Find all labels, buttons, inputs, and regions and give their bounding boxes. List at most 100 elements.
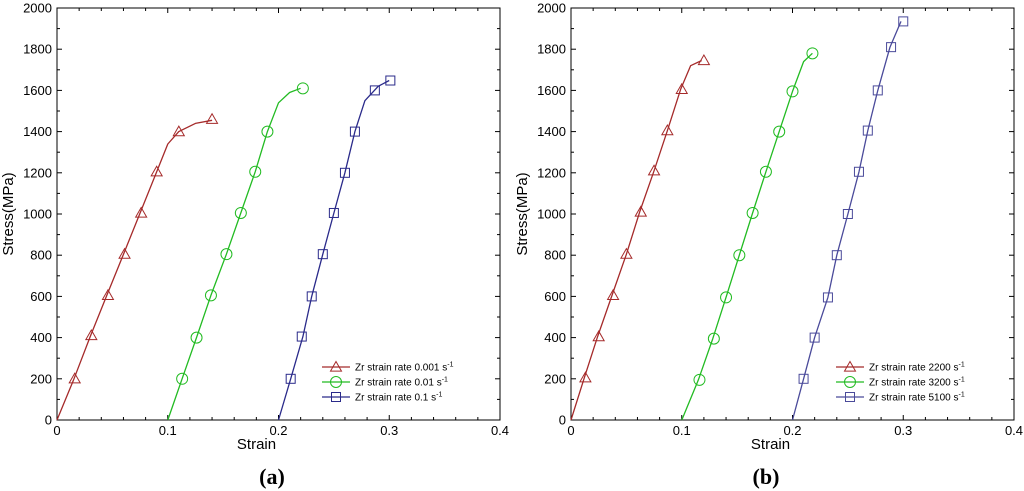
data-point: [296, 82, 309, 95]
series-1: [570, 54, 711, 421]
x-tick-label: 0.4: [491, 423, 509, 438]
y-tick-label: 800: [30, 248, 52, 263]
data-point: [385, 75, 396, 86]
series-2: [681, 47, 819, 421]
data-point: [707, 332, 720, 345]
data-point: [134, 206, 148, 218]
series-3: [277, 75, 396, 421]
x-tick-label: 0.2: [269, 423, 287, 438]
y-tick-label: 2000: [23, 1, 52, 16]
data-point: [328, 207, 339, 218]
chart-panel-a: 0 200 400 600 800 1000 1200 1400 1600 1800 2000 0 0.…: [0, 1, 509, 490]
data-point: [204, 289, 217, 302]
x-axis-label: Strain: [751, 436, 790, 453]
data-point: [118, 247, 131, 259]
y-tick-label: 200: [544, 371, 566, 386]
data-point: [349, 126, 360, 137]
data-point: [261, 125, 274, 138]
series-line: [681, 52, 813, 421]
series-1: [56, 112, 219, 421]
data-point: [842, 209, 853, 219]
legend-label: Zr strain rate 3200 s-1: [869, 377, 965, 389]
data-point: [798, 373, 809, 384]
data-point: [234, 206, 247, 219]
data-point: [733, 249, 746, 262]
data-point: [592, 330, 606, 342]
legend-label: Zr strain rate 0.001 s-1: [355, 362, 454, 374]
data-point: [675, 82, 689, 94]
series-line: [167, 87, 301, 421]
x-tick-label: 0.2: [783, 423, 801, 438]
y-tick-label: 800: [544, 248, 566, 263]
legend-marker: [843, 360, 857, 372]
y-tick-label: 1000: [23, 207, 52, 222]
y-tick-label: 1400: [23, 124, 52, 139]
legend-marker: [845, 392, 855, 402]
data-point: [172, 125, 186, 137]
data-point: [620, 247, 633, 259]
x-axis-label: Strain: [237, 436, 276, 453]
data-point: [220, 248, 233, 261]
x-tick-label: 0.3: [380, 423, 398, 438]
y-tick-label: 1200: [537, 165, 566, 180]
data-point: [101, 288, 115, 300]
data-point: [369, 85, 380, 96]
series-2: [167, 82, 309, 421]
series-line: [56, 119, 213, 421]
data-point: [886, 42, 897, 53]
data-point: [720, 291, 733, 304]
legend-label: Zr strain rate 0.01 s-1: [355, 377, 448, 389]
data-point: [660, 124, 674, 136]
y-tick-label: 1600: [23, 83, 52, 98]
legend-marker: [330, 376, 342, 388]
legend-label: Zr strain rate 0.1 s-1: [355, 392, 442, 404]
data-point: [872, 85, 883, 96]
data-point: [205, 112, 219, 124]
data-point: [786, 85, 799, 98]
series-line: [791, 21, 902, 421]
legend-marker: [331, 392, 341, 402]
y-tick-label: 400: [544, 330, 566, 345]
data-point: [647, 164, 661, 176]
plot-frame: [56, 7, 501, 421]
y-tick-label: 1000: [537, 207, 566, 222]
legend: Zr strain rate 2200 s-1 Zr strain rate 32…: [836, 360, 965, 404]
y-tick-label: 1800: [537, 42, 566, 57]
y-tick-label: 0: [45, 413, 52, 428]
data-point: [862, 125, 873, 136]
x-tick-label: 0: [567, 423, 574, 438]
data-point: [285, 373, 296, 384]
legend-marker: [844, 376, 856, 388]
x-tick-label: 0.4: [1005, 423, 1023, 438]
data-point: [176, 372, 189, 385]
y-tick-label: 400: [30, 330, 52, 345]
legend: Zr strain rate 0.001 s-1 Zr strain rate 0…: [322, 360, 454, 404]
y-tick-label: 1800: [23, 42, 52, 57]
y-tick-label: 1600: [537, 83, 566, 98]
data-point: [579, 371, 592, 383]
data-point: [634, 205, 648, 217]
x-tick-label: 0: [53, 423, 60, 438]
data-point: [773, 125, 786, 138]
data-point: [853, 166, 864, 177]
data-point: [296, 331, 307, 342]
legend-label: Zr strain rate 5100 s-1: [869, 392, 965, 404]
data-point: [68, 372, 82, 384]
y-tick-label: 200: [30, 371, 52, 386]
data-point: [84, 329, 98, 341]
x-tick-label: 0.1: [159, 423, 177, 438]
data-point: [697, 54, 711, 66]
x-tick-label: 0.1: [673, 423, 691, 438]
data-point: [606, 288, 620, 300]
chart-panel-b: 0 200 400 600 800 1000 1200 1400 1600 1800 2000 0 0.…: [514, 1, 1023, 490]
y-axis-label: Stress(MPa): [0, 172, 17, 255]
y-tick-label: 600: [544, 289, 566, 304]
plot-frame: [570, 7, 1015, 421]
legend-label: Zr strain rate 2200 s-1: [869, 362, 965, 374]
y-tick-label: 600: [30, 289, 52, 304]
y-tick-label: 2000: [537, 1, 566, 16]
data-point: [249, 165, 262, 178]
data-point: [809, 332, 820, 343]
data-point: [898, 16, 909, 27]
